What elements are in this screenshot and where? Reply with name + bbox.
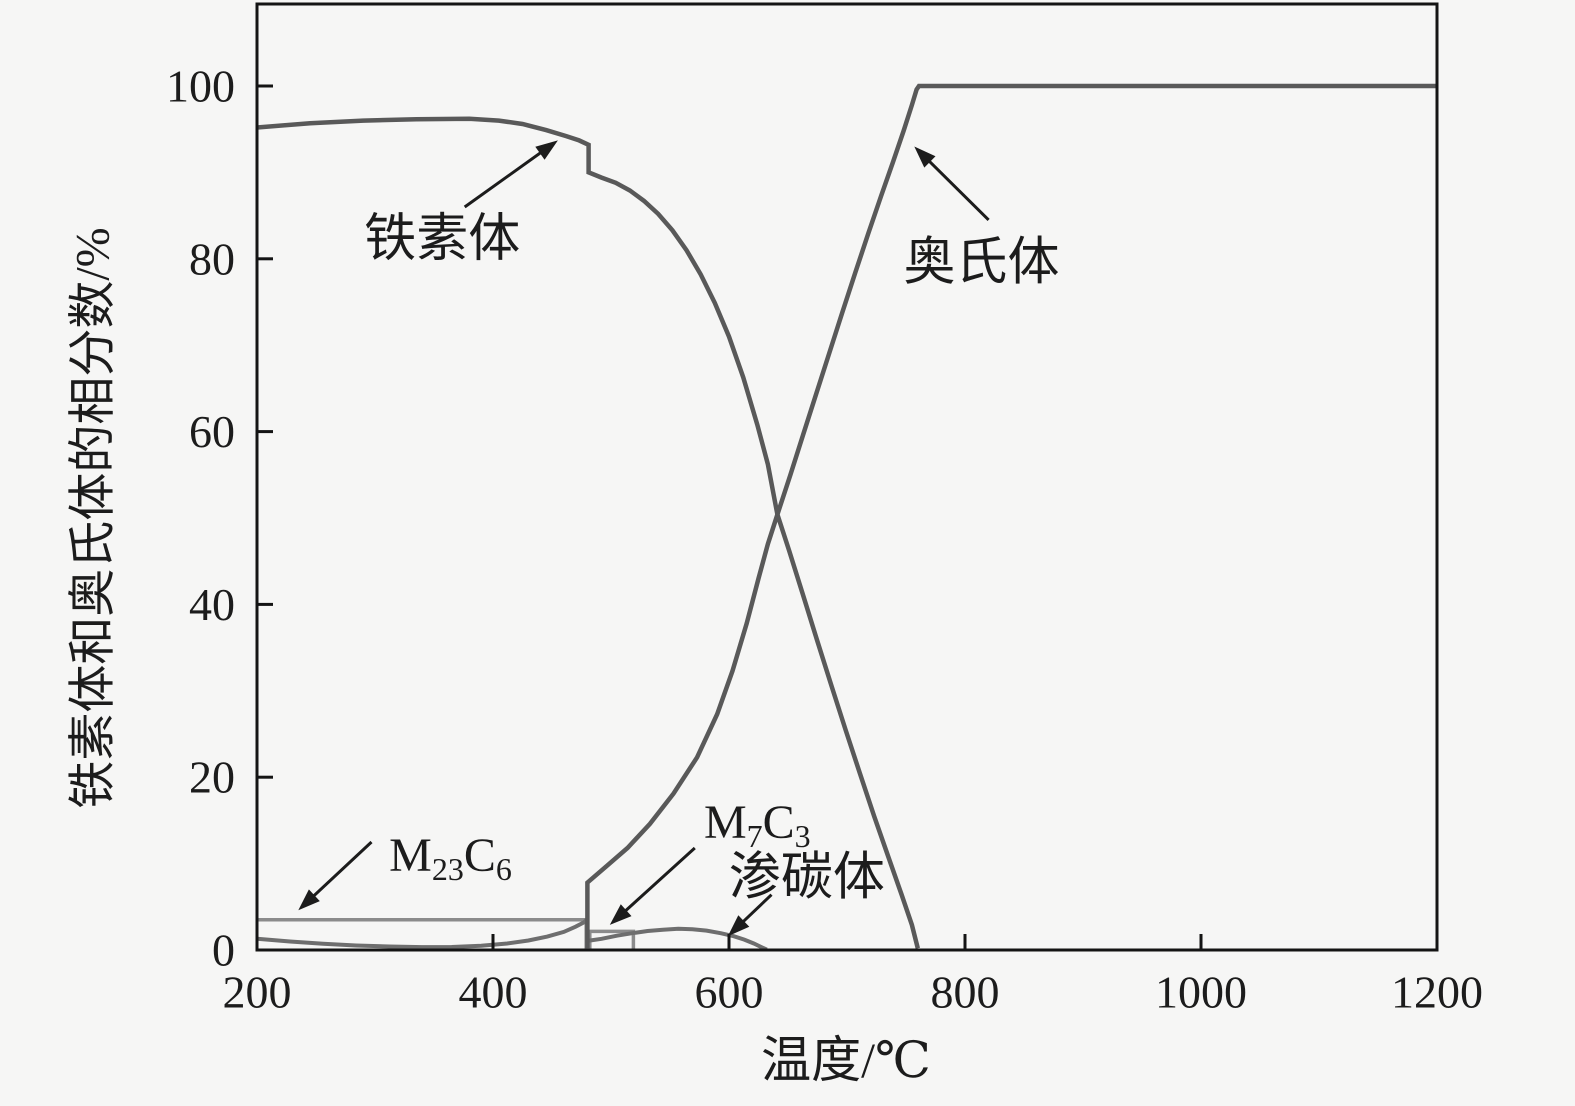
cementite-curve (256, 914, 768, 952)
austenite-arrowhead (914, 146, 936, 168)
m23c6-carbide-curve (257, 918, 588, 950)
frame-layer (255, 2, 1439, 952)
cementite-arrowhead (727, 915, 750, 937)
m23c6-arrowhead (298, 889, 320, 911)
tick-labels-layer: 200 400 600 800 1000 1200 0 20 40 60 80 100 (166, 61, 1483, 1018)
y-tick-label-100: 100 (166, 61, 235, 112)
cementite-arrow (739, 893, 773, 925)
y-tick-label-60: 60 (189, 406, 235, 457)
curves-layer (256, 83, 1437, 952)
x-tick-label-200: 200 (223, 967, 292, 1018)
m7c3-arrowhead (609, 904, 632, 925)
plot-frame (255, 2, 1439, 952)
m7c3-arrow (622, 846, 696, 915)
cementite-label: 渗碳体 (729, 849, 885, 906)
y-tick-label-80: 80 (189, 233, 235, 284)
x-tick-label-400: 400 (459, 967, 528, 1018)
austenite-arrow (926, 158, 990, 221)
m23c6-arrow (310, 840, 373, 900)
x-tick-label-600: 600 (695, 967, 764, 1018)
y-axis-title: 铁素体和奥氏体的相分数/% (67, 227, 120, 808)
x-tick-label-1000: 1000 (1155, 967, 1247, 1018)
ferrite-label: 铁素体 (364, 210, 520, 267)
ferrite-arrowhead (535, 140, 558, 160)
ferrite-curve (256, 116, 920, 949)
y-tick-label-40: 40 (189, 579, 235, 630)
x-tick-label-1200: 1200 (1391, 967, 1483, 1018)
x-tick-label-800: 800 (931, 967, 1000, 1018)
y-tick-label-20: 20 (189, 752, 235, 803)
ticks-layer (255, 84, 1439, 952)
y-tick-label-0: 0 (212, 925, 235, 976)
austenite-curve (585, 83, 1437, 949)
m7c3-label: M7C3 (704, 796, 811, 855)
ferrite-arrow (463, 149, 545, 209)
austenite-label: 奥氏体 (903, 234, 1059, 291)
m23c6-label: M23C6 (389, 829, 512, 888)
x-axis-title: 温度/℃ (761, 1032, 931, 1088)
